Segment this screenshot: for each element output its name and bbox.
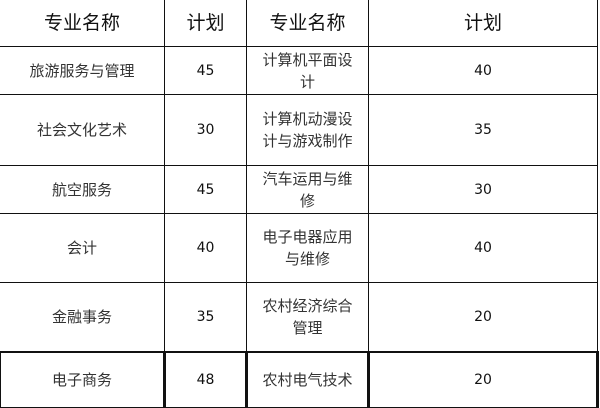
major-name: 金融事务 bbox=[0, 282, 165, 352]
major-name: 计算机平面设计 bbox=[246, 46, 369, 95]
plan-count: 30 bbox=[368, 165, 598, 214]
major-name: 电子商务 bbox=[0, 350, 166, 408]
major-name: 旅游服务与管理 bbox=[0, 46, 165, 95]
header-major-name: 专业名称 bbox=[0, 0, 165, 47]
plan-count: 40 bbox=[368, 213, 598, 283]
plan-count: 40 bbox=[164, 213, 247, 283]
major-name: 电子电器应用与维修 bbox=[246, 213, 369, 283]
header-plan: 计划 bbox=[368, 0, 598, 47]
plan-count: 35 bbox=[164, 282, 247, 352]
header-major-name: 专业名称 bbox=[246, 0, 369, 47]
major-name: 农村经济综合管理 bbox=[246, 282, 369, 352]
table-row: 金融事务 35 农村经济综合管理 20 bbox=[0, 282, 598, 352]
plan-count: 30 bbox=[164, 94, 247, 166]
plan-count: 40 bbox=[368, 46, 598, 95]
table-header-row: 专业名称 计划 专业名称 计划 bbox=[0, 0, 598, 47]
major-name: 社会文化艺术 bbox=[0, 94, 165, 166]
header-plan: 计划 bbox=[164, 0, 247, 47]
major-name: 会计 bbox=[0, 213, 165, 283]
major-name: 农村电气技术 bbox=[245, 350, 370, 408]
major-name: 汽车运用与维修 bbox=[246, 165, 369, 214]
plan-count: 35 bbox=[368, 94, 598, 166]
table-row: 电子商务 48 农村电气技术 20 bbox=[0, 350, 599, 408]
plan-count: 20 bbox=[368, 282, 598, 352]
table-row: 航空服务 45 汽车运用与维修 30 bbox=[0, 165, 598, 214]
table-row: 旅游服务与管理 45 计算机平面设计 40 bbox=[0, 46, 598, 95]
major-name: 计算机动漫设计与游戏制作 bbox=[246, 94, 369, 166]
plan-count: 20 bbox=[367, 350, 599, 408]
plan-count: 45 bbox=[164, 165, 247, 214]
major-name: 航空服务 bbox=[0, 165, 165, 214]
table-row: 会计 40 电子电器应用与维修 40 bbox=[0, 213, 598, 283]
table-row: 社会文化艺术 30 计算机动漫设计与游戏制作 35 bbox=[0, 94, 598, 166]
plan-count: 48 bbox=[163, 350, 248, 408]
plan-count: 45 bbox=[164, 46, 247, 95]
